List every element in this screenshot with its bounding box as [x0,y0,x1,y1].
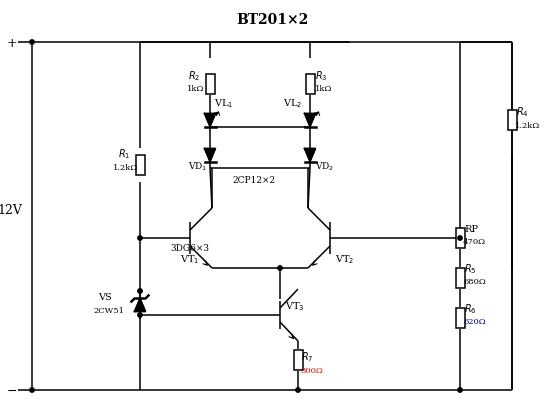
Circle shape [458,388,462,392]
Bar [294,350,302,370]
Text: $R_5$: $R_5$ [464,262,477,276]
Text: 470Ω: 470Ω [463,238,486,246]
Bar [306,74,314,94]
Polygon shape [305,113,316,126]
Circle shape [278,266,282,270]
Polygon shape [205,113,215,126]
Text: RP: RP [464,225,478,234]
Circle shape [138,313,142,317]
Polygon shape [305,148,316,162]
Text: 1kΩ: 1kΩ [187,85,205,93]
Text: 3DG6×3: 3DG6×3 [170,243,209,253]
Text: $R_1$: $R_1$ [118,147,131,161]
Text: $R_2$: $R_2$ [188,69,200,83]
Text: 2CW51: 2CW51 [93,307,124,315]
Text: VD$_1$: VD$_1$ [188,161,207,173]
Polygon shape [205,148,215,162]
Text: VT$_2$: VT$_2$ [335,254,354,267]
Text: $R_7$: $R_7$ [301,350,313,364]
Text: +: + [7,37,17,49]
Circle shape [30,388,34,392]
Circle shape [138,289,142,293]
Bar [135,155,145,175]
Text: 680Ω: 680Ω [463,278,486,286]
Bar [206,74,214,94]
Text: 12V: 12V [0,204,22,216]
Text: 1.2kΩ: 1.2kΩ [515,122,540,130]
Circle shape [458,236,462,240]
Text: VL$_1$: VL$_1$ [214,98,233,110]
Bar [508,110,516,130]
Bar [455,228,465,248]
Bar [455,268,465,288]
Text: VL$_2$: VL$_2$ [283,98,302,110]
Circle shape [30,40,34,44]
Bar [455,308,465,328]
Text: VD$_2$: VD$_2$ [315,161,335,173]
Text: BT201×2: BT201×2 [236,13,308,27]
Circle shape [296,388,300,392]
Text: 2CP12×2: 2CP12×2 [232,176,275,185]
Text: VT$_1$: VT$_1$ [180,254,199,267]
Text: 1kΩ: 1kΩ [315,85,332,93]
Text: $R_6$: $R_6$ [464,302,477,316]
Text: 620Ω: 620Ω [463,318,486,326]
Circle shape [138,236,142,240]
Text: 300Ω: 300Ω [300,367,323,375]
Polygon shape [134,299,145,311]
Text: −: − [7,384,17,398]
Text: $R_4$: $R_4$ [516,105,529,119]
Text: $R_3$: $R_3$ [315,69,327,83]
Text: VS: VS [98,293,112,302]
Text: 1.2kΩ: 1.2kΩ [113,164,138,172]
Text: VT$_3$: VT$_3$ [285,301,305,314]
